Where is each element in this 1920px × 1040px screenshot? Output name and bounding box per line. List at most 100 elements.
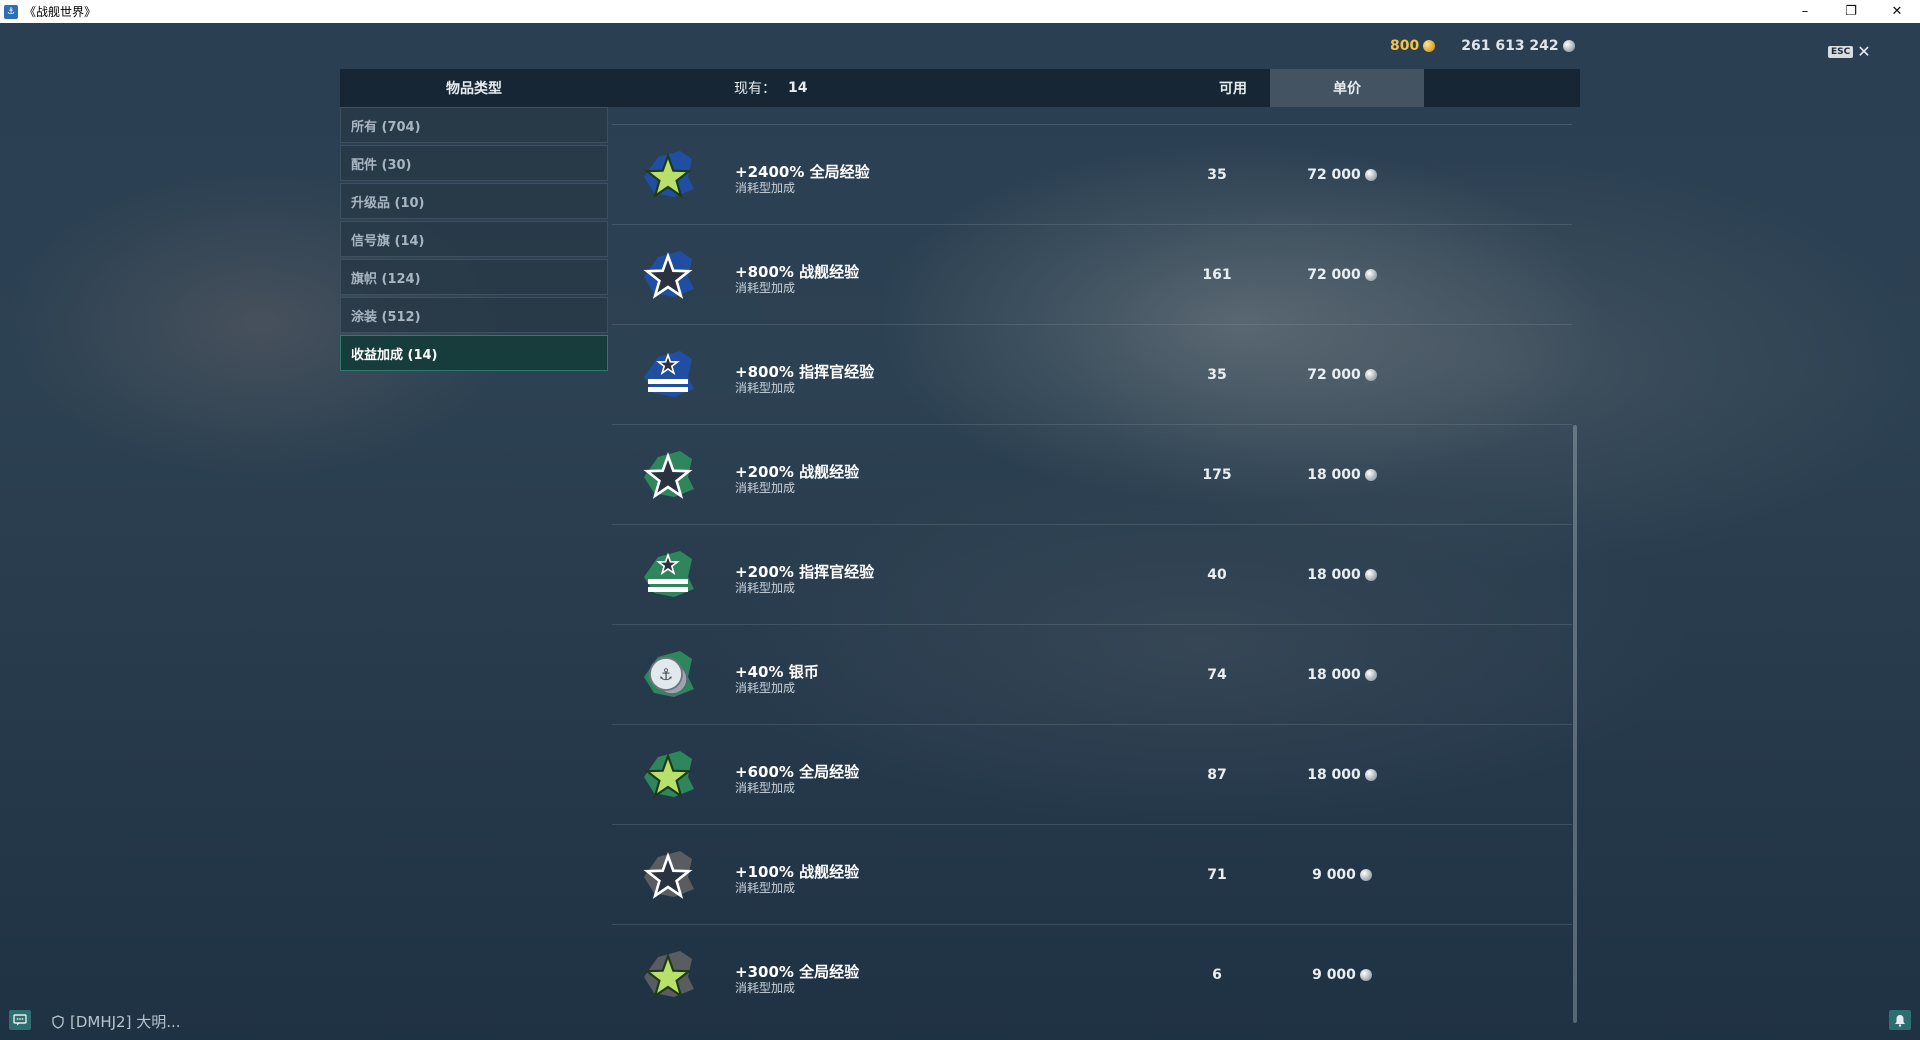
svg-text:⚓: ⚓ xyxy=(659,665,673,684)
clan-shield-icon xyxy=(52,1014,64,1029)
item-type: 消耗型加成 xyxy=(735,281,796,295)
window-titlebar: ⚓ 《战舰世界》 – ❐ ✕ xyxy=(0,0,1920,23)
item-type: 消耗型加成 xyxy=(735,481,796,495)
category-item[interactable]: 收益加成 (14) xyxy=(340,335,608,371)
silver-coin-icon xyxy=(1364,169,1377,181)
restore-button[interactable]: ❐ xyxy=(1845,4,1857,19)
item-name: +200% 战舰经验 xyxy=(735,463,860,481)
window-title: 《战舰世界》 xyxy=(24,5,97,19)
currency-bar: 800 261 613 242 xyxy=(1390,38,1575,54)
silver-coin-icon xyxy=(1359,869,1372,881)
item-name: +40% 银币 xyxy=(735,663,819,681)
item-price: 18 000 xyxy=(1252,767,1432,783)
background-art xyxy=(0,23,1920,1040)
sort-price-header[interactable]: 单价 xyxy=(1270,69,1424,107)
list-item[interactable]: ⚓ +40% 银币 消耗型加成 74 18 000 xyxy=(612,625,1572,725)
silver-coin-icon xyxy=(1364,669,1377,681)
item-price: 72 000 xyxy=(1252,167,1432,183)
bell-icon xyxy=(1895,1014,1905,1027)
minimize-button[interactable]: – xyxy=(1801,4,1809,19)
item-type: 消耗型加成 xyxy=(735,881,796,895)
item-name: +800% 战舰经验 xyxy=(735,263,860,281)
silver-coin-icon xyxy=(1364,569,1377,581)
item-type: 消耗型加成 xyxy=(735,181,796,195)
item-name: +300% 全局经验 xyxy=(735,963,860,981)
app-icon: ⚓ xyxy=(4,4,18,19)
item-available: 74 xyxy=(1207,667,1227,683)
notifications-button[interactable] xyxy=(1889,1010,1911,1030)
chat-button[interactable] xyxy=(9,1010,31,1030)
owned-label: 现有： xyxy=(734,81,776,97)
list-item[interactable]: +800% 战舰经验 消耗型加成 161 72 000 xyxy=(612,225,1572,325)
category-header: 物品类型 xyxy=(446,81,502,97)
silver-balance: 261 613 242 xyxy=(1461,38,1575,54)
item-available: 87 xyxy=(1207,767,1227,783)
price-value: 18 000 xyxy=(1307,467,1361,483)
item-price: 9 000 xyxy=(1252,867,1432,883)
silver-coin-icon xyxy=(1364,769,1377,781)
esc-close-button[interactable]: ESC ✕ xyxy=(1828,44,1871,60)
item-name: +600% 全局经验 xyxy=(735,763,860,781)
star-green-icon xyxy=(640,147,696,203)
price-value: 18 000 xyxy=(1307,767,1361,783)
gold-amount: 800 xyxy=(1390,38,1420,54)
price-value: 18 000 xyxy=(1307,667,1361,683)
silver-coin-icon xyxy=(1364,269,1377,281)
silver-coin-icon xyxy=(1364,469,1377,481)
category-item[interactable]: 升级品 (10) xyxy=(340,183,608,219)
item-price: 18 000 xyxy=(1252,467,1432,483)
owned-value: 14 xyxy=(788,80,808,96)
star-green-icon xyxy=(640,947,696,1003)
category-item[interactable]: 涂装 (512) xyxy=(340,297,608,333)
item-type: 消耗型加成 xyxy=(735,781,796,795)
price-value: 9 000 xyxy=(1312,867,1356,883)
gold-coin-icon xyxy=(1423,40,1436,52)
list-scrollbar[interactable] xyxy=(1573,425,1577,1023)
silver-coin-icon xyxy=(1359,969,1372,981)
chat-icon xyxy=(13,1014,27,1026)
star-outline-icon xyxy=(640,447,696,503)
item-price: 72 000 xyxy=(1252,267,1432,283)
commander-icon xyxy=(640,347,696,403)
sort-available-header[interactable]: 可用 xyxy=(1219,81,1247,97)
star-green-icon xyxy=(640,747,696,803)
list-item[interactable]: +200% 指挥官经验 消耗型加成 40 18 000 xyxy=(612,525,1572,625)
item-type: 消耗型加成 xyxy=(735,381,796,395)
close-icon: ✕ xyxy=(1857,42,1871,61)
item-name: +200% 指挥官经验 xyxy=(735,563,875,581)
item-name: +800% 指挥官经验 xyxy=(735,363,875,381)
list-item[interactable]: +2400% 全局经验 消耗型加成 35 72 000 xyxy=(612,125,1572,225)
item-available: 35 xyxy=(1207,167,1227,183)
silver-coin-icon: ⚓ xyxy=(640,647,696,703)
price-value: 18 000 xyxy=(1307,567,1361,583)
silver-amount: 261 613 242 xyxy=(1461,38,1559,54)
item-price: 72 000 xyxy=(1252,367,1432,383)
commander-icon xyxy=(640,547,696,603)
star-outline-icon xyxy=(640,847,696,903)
player-info[interactable]: [DMHJ2] 大明... xyxy=(52,1011,181,1032)
list-item[interactable]: +300% 全局经验 消耗型加成 6 9 000 xyxy=(612,925,1572,1024)
category-sidebar: 所有 (704) 配件 (30) 升级品 (10) 信号旗 (14) 旗帜 (124) 涂… xyxy=(340,107,608,373)
item-available: 175 xyxy=(1202,467,1232,483)
item-name: +2400% 全局经验 xyxy=(735,163,870,181)
category-item[interactable]: 信号旗 (14) xyxy=(340,221,608,257)
item-available: 6 xyxy=(1212,967,1222,983)
list-header: 物品类型 现有： 14 可用 单价 xyxy=(340,69,1580,107)
esc-key-icon: ESC xyxy=(1828,46,1854,58)
close-window-button[interactable]: ✕ xyxy=(1891,4,1903,19)
item-available: 40 xyxy=(1207,567,1227,583)
owned-count: 现有： 14 xyxy=(734,69,807,107)
star-outline-icon xyxy=(640,247,696,303)
category-item[interactable]: 旗帜 (124) xyxy=(340,259,608,295)
price-value: 72 000 xyxy=(1307,267,1361,283)
item-available: 35 xyxy=(1207,367,1227,383)
list-item[interactable]: +800% 指挥官经验 消耗型加成 35 72 000 xyxy=(612,325,1572,425)
category-item[interactable]: 所有 (704) xyxy=(340,107,608,143)
list-item[interactable]: +100% 战舰经验 消耗型加成 71 9 000 xyxy=(612,825,1572,925)
item-available: 71 xyxy=(1207,867,1227,883)
item-list: +2400% 全局经验 消耗型加成 35 72 000 +800% 战舰经验 消耗型加成 1… xyxy=(612,107,1572,1024)
category-item[interactable]: 配件 (30) xyxy=(340,145,608,181)
list-item[interactable]: +600% 全局经验 消耗型加成 87 18 000 xyxy=(612,725,1572,825)
item-type: 消耗型加成 xyxy=(735,581,796,595)
list-item[interactable]: +200% 战舰经验 消耗型加成 175 18 000 xyxy=(612,425,1572,525)
